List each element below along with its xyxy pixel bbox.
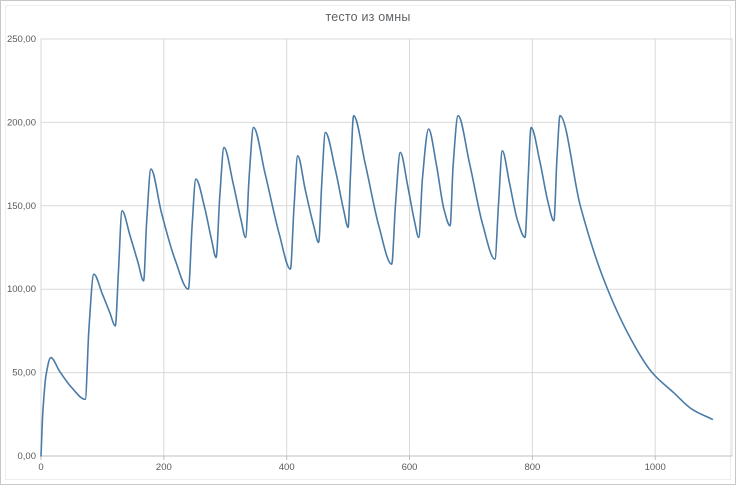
x-tick-label: 1000 [645,462,666,473]
chart-title: тесто из омны [325,10,411,24]
y-tick-label: 0,00 [18,451,37,462]
y-tick-label: 50,00 [12,368,36,379]
y-tick-label: 150,00 [7,201,36,212]
y-tick-label: 100,00 [7,284,36,295]
y-tick-label: 250,00 [7,34,36,45]
x-tick-label: 400 [279,462,295,473]
x-tick-label: 600 [402,462,418,473]
x-tick-label: 800 [524,462,540,473]
series-line [40,114,714,457]
y-tick-label: 200,00 [7,117,36,128]
x-tick-label: 200 [156,462,172,473]
plot-border [40,38,733,457]
x-tick-label: 0 [38,462,43,473]
